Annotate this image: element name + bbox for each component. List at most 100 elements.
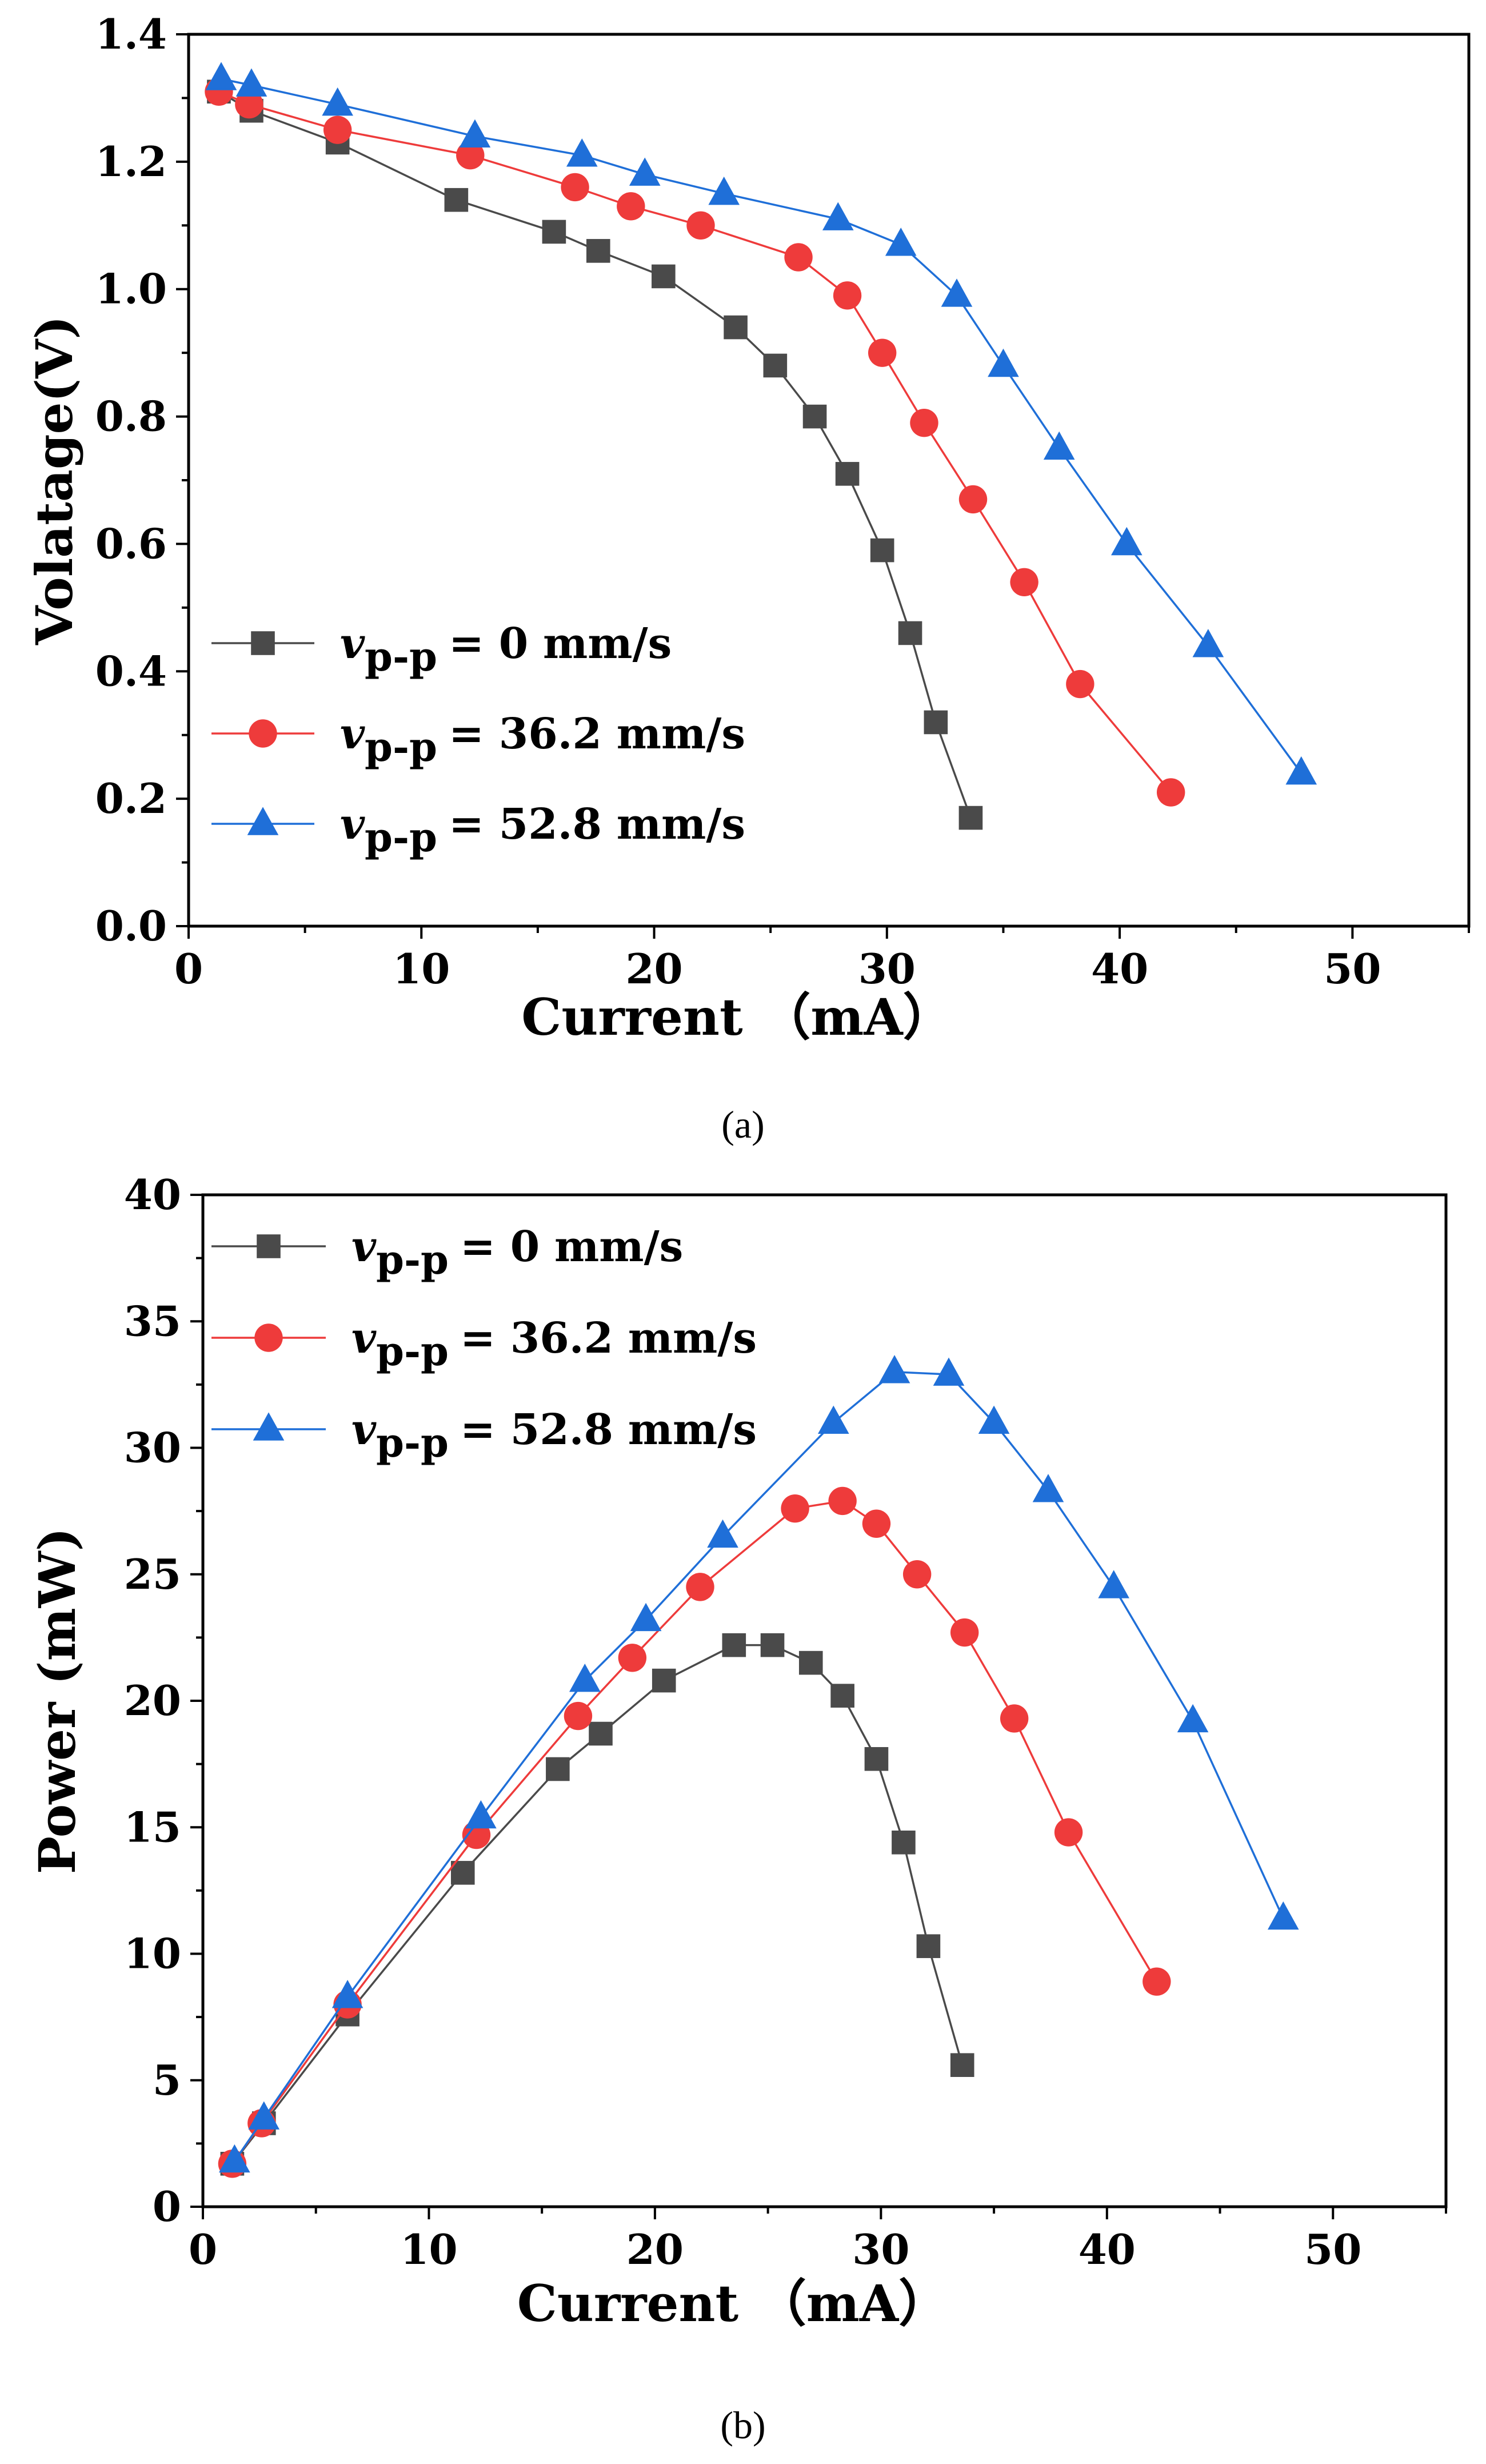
legend-subscript: p-p [365, 814, 437, 861]
data-point [1156, 778, 1185, 807]
data-point [1054, 1818, 1083, 1847]
data-point [892, 1831, 916, 1855]
data-point [784, 243, 813, 272]
data-point [828, 1486, 857, 1516]
legend-marker [257, 1234, 281, 1258]
data-point [586, 239, 610, 263]
x-axis-title: Current （mA） [521, 987, 953, 1047]
data-point [618, 1644, 647, 1672]
y-tick-label: 25 [124, 1550, 181, 1598]
data-point [722, 1633, 746, 1657]
data-point [456, 141, 485, 170]
x-tick-label: 20 [626, 2225, 684, 2274]
legend-symbol: v [340, 709, 365, 759]
data-point [1010, 568, 1038, 596]
data-point [235, 90, 263, 119]
data-point [1066, 669, 1094, 699]
data-point [916, 1934, 941, 1959]
data-point [988, 348, 1019, 377]
data-point [958, 806, 983, 830]
legend-marker [253, 1412, 285, 1441]
y-tick-label: 0.0 [95, 902, 167, 950]
data-point [235, 68, 267, 97]
data-point [885, 228, 917, 256]
data-point [564, 1701, 593, 1731]
data-point [1111, 527, 1143, 556]
data-point [933, 1357, 965, 1386]
data-point [910, 409, 938, 437]
data-point [459, 119, 491, 148]
data-point [465, 1800, 497, 1829]
y-axis-title: Volatage(V) [25, 316, 84, 645]
x-tick-label: 40 [1091, 944, 1148, 993]
legend-symbol: v [351, 1222, 377, 1271]
data-point [617, 192, 645, 221]
legend-value: = 36.2 mm/s [460, 1314, 757, 1363]
y-tick-label: 1.0 [95, 265, 167, 313]
y-tick-label: 0.4 [95, 647, 167, 695]
data-point [924, 710, 948, 735]
data-point [822, 202, 854, 230]
data-point [950, 1618, 979, 1647]
x-tick-label: 0 [174, 944, 203, 993]
data-point [630, 1602, 662, 1632]
series-line [218, 90, 1172, 794]
series-3 [219, 1355, 1299, 2173]
data-point [248, 2101, 280, 2130]
legend-marker [249, 719, 277, 748]
legend-subscript: p-p [376, 1236, 449, 1283]
legend-value: = 52.8 mm/s [449, 800, 745, 849]
legend-label: vp-p = 0 mm/s [340, 619, 672, 680]
data-point [950, 2053, 974, 2077]
data-point [818, 1405, 849, 1434]
data-point [686, 211, 715, 240]
y-ticks: 0.0 0.2 0.4 0.6 0.8 1.0 1.2 1.4 [95, 10, 189, 950]
data-point [1043, 431, 1075, 460]
data-point [444, 188, 469, 212]
legend-subscript: p-p [365, 633, 437, 680]
data-point [830, 1684, 854, 1708]
x-tick-label: 40 [1078, 2225, 1136, 2274]
data-point [1098, 1570, 1129, 1598]
data-point [1267, 1901, 1299, 1930]
y-tick-label: 0.2 [95, 774, 167, 823]
data-point [1285, 756, 1317, 785]
data-point [862, 1509, 891, 1538]
legend: vp-p = 0 mm/svp-p = 36.2 mm/svp-p = 52.8 mm… [211, 619, 745, 861]
data-point [205, 62, 237, 90]
data-point [902, 1560, 932, 1589]
x-tick-label: 30 [858, 944, 916, 993]
series-3 [205, 62, 1317, 785]
data-point [1000, 1704, 1029, 1733]
legend-subscript: p-p [376, 1327, 449, 1375]
data-point [878, 1355, 910, 1383]
y-ticks: 0 5 10 15 20 25 30 35 40 [124, 1170, 203, 2231]
data-point [870, 538, 894, 563]
y-tick-label: 1.2 [95, 137, 167, 186]
data-point [566, 138, 598, 167]
series-1 [207, 79, 983, 830]
legend-marker [247, 807, 279, 835]
data-point [707, 1519, 738, 1548]
legend-label: vp-p = 36.2 mm/s [351, 1314, 757, 1375]
x-tick-label: 10 [393, 944, 450, 993]
panel-caption: (b) [720, 2403, 765, 2447]
data-point [864, 1747, 889, 1771]
data-point [561, 173, 589, 202]
data-point [323, 115, 352, 144]
data-point [569, 1663, 601, 1692]
y-tick-label: 40 [124, 1170, 181, 1219]
data-point [868, 338, 897, 367]
plot-frame [187, 33, 1471, 928]
legend-label: vp-p = 52.8 mm/s [351, 1405, 757, 1466]
legend-label: vp-p = 36.2 mm/s [340, 709, 745, 771]
x-tick-label: 30 [852, 2225, 909, 2274]
data-point [652, 264, 676, 289]
legend-symbol: v [351, 1314, 377, 1363]
data-point [1192, 629, 1224, 657]
legend-value: = 36.2 mm/s [449, 709, 745, 759]
legend-value: = 0 mm/s [449, 619, 672, 668]
chart-panel-b: 0 10 20 30 40 50 0 5 10 15 20 25 30 35 40 Current （mA） P… [27, 1170, 1448, 2447]
x-axis-title: Current （mA） [517, 2274, 949, 2333]
